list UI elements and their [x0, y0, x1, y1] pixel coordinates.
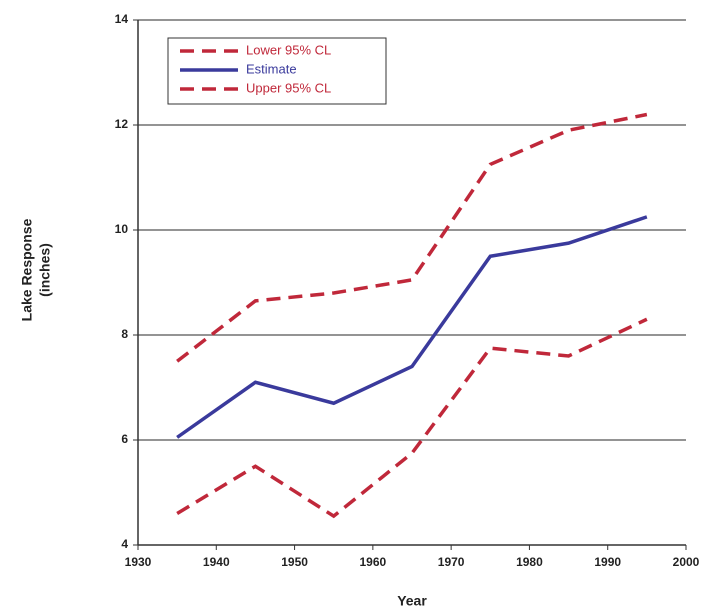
x-tick-label: 2000: [673, 555, 700, 569]
series-line: [176, 215, 648, 439]
legend-label: Estimate: [246, 61, 297, 76]
y-axis-label: Lake Response: [19, 218, 35, 321]
y-tick-label: 4: [121, 537, 128, 551]
x-tick-label: 1960: [360, 555, 387, 569]
legend-label: Upper 95% CL: [246, 80, 331, 95]
y-axis-label: (inches): [37, 243, 53, 297]
x-tick-label: 1930: [125, 555, 152, 569]
x-tick-label: 1940: [203, 555, 230, 569]
x-tick-label: 1950: [281, 555, 308, 569]
y-tick-label: 8: [121, 327, 128, 341]
x-tick-label: 1990: [594, 555, 621, 569]
y-tick-label: 12: [115, 117, 129, 131]
series-line: [176, 317, 648, 519]
x-tick-label: 1970: [438, 555, 465, 569]
x-tick-label: 1980: [516, 555, 543, 569]
series-line: [176, 112, 648, 363]
y-tick-label: 10: [115, 222, 129, 236]
y-tick-label: 14: [115, 12, 129, 26]
y-tick-label: 6: [121, 432, 128, 446]
legend-label: Lower 95% CL: [246, 42, 331, 57]
x-axis-label: Year: [397, 593, 427, 609]
